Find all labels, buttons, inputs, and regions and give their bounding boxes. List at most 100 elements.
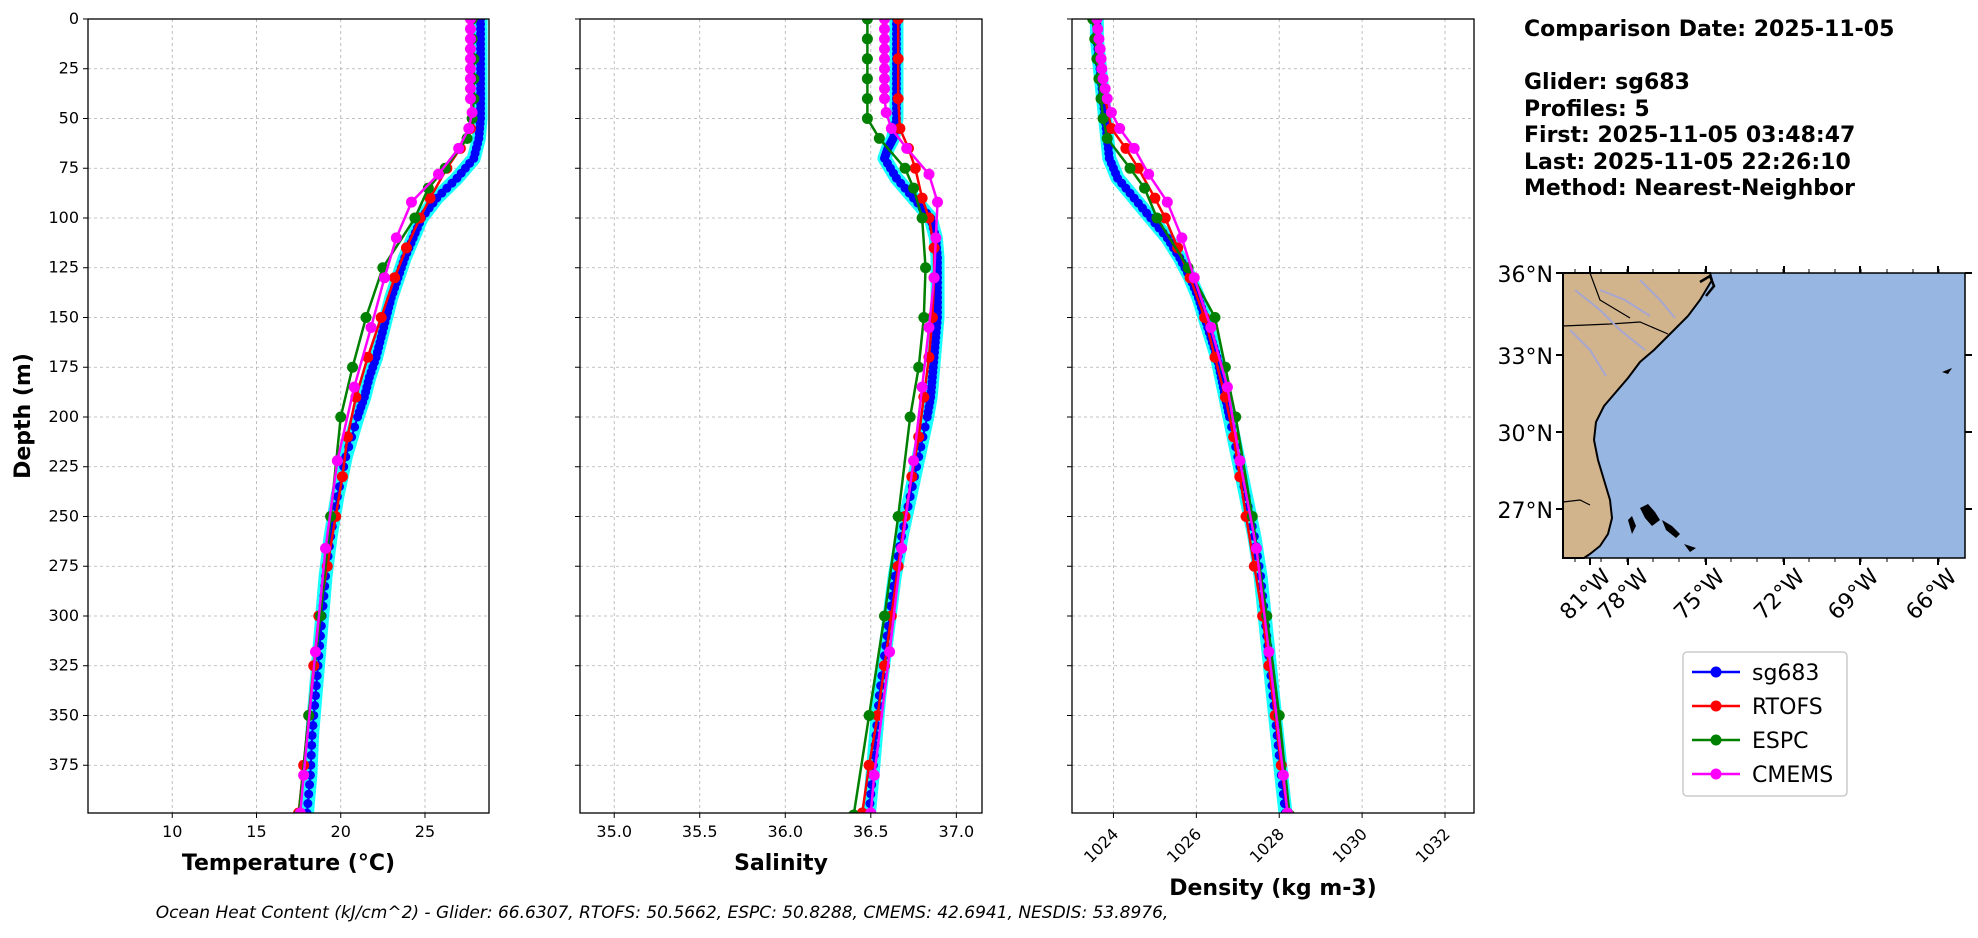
series-point-CMEMS: [390, 232, 402, 244]
series-point-ESPC: [1151, 212, 1163, 224]
panel-data: [1087, 19, 1295, 813]
series-point-RTOFS: [375, 311, 387, 323]
series-point-sg683: [920, 422, 930, 432]
map-state-border-1: [1562, 321, 1669, 335]
series-point-CMEMS: [1128, 142, 1140, 154]
x-axis-label: Salinity: [734, 851, 828, 876]
series-point-CMEMS: [868, 769, 880, 781]
x-tick-label: 1028: [1246, 824, 1288, 866]
series-point-CMEMS: [464, 53, 476, 65]
series-point-ESPC: [892, 510, 904, 522]
series-point-RTOFS: [909, 162, 921, 174]
map-lat-label: 30°N: [1498, 422, 1553, 447]
series-point-CMEMS: [464, 83, 476, 95]
x-tick-label: 15: [246, 822, 266, 841]
series-point-ESPC: [861, 19, 873, 25]
series-point-sg683: [922, 412, 932, 422]
y-tick-label: 150: [48, 307, 79, 326]
series-point-sg683: [305, 780, 315, 790]
series-line-RTOFS: [1095, 19, 1289, 813]
y-tick-label: 325: [48, 656, 79, 675]
series-point-CMEMS: [365, 321, 377, 333]
legend-marker: [1710, 666, 1722, 678]
series-point-CMEMS: [379, 272, 391, 284]
y-tick-label: 0: [69, 9, 79, 28]
series-point-CMEMS: [1277, 769, 1289, 781]
series-point-CMEMS: [923, 321, 935, 333]
series-point-sg683: [308, 720, 318, 730]
series-point-ESPC: [861, 73, 873, 85]
series-point-ESPC: [1209, 311, 1221, 323]
y-tick-label: 300: [48, 606, 79, 625]
series-point-CMEMS: [878, 53, 890, 65]
glider-name: Glider: sg683: [1524, 70, 1690, 95]
profile-count: Profiles: 5: [1524, 97, 1650, 122]
series-point-CMEMS: [1176, 232, 1188, 244]
x-tick-label: 36.0: [767, 822, 803, 841]
legend: sg683 RTOFS ESPC CMEMS: [1682, 651, 1848, 797]
series-point-sg683: [304, 789, 314, 799]
series-point-RTOFS: [928, 242, 940, 254]
legend-label: CMEMS: [1752, 763, 1833, 788]
series-point-ESPC: [920, 262, 932, 274]
map-carolina-capes: [1699, 274, 1716, 297]
series-point-CMEMS: [878, 83, 890, 95]
series-point-CMEMS: [1095, 53, 1107, 65]
glider-envelope: [300, 19, 488, 813]
series-point-CMEMS: [320, 542, 332, 554]
series-point-CMEMS: [1097, 73, 1109, 85]
series-point-RTOFS: [1132, 162, 1144, 174]
x-tick-label: 35.0: [596, 822, 632, 841]
series-point-CMEMS: [1096, 63, 1108, 75]
series-point-CMEMS: [1094, 43, 1106, 55]
series-point-CMEMS: [865, 807, 877, 813]
series-point-CMEMS: [464, 63, 476, 75]
map-lat-label: 33°N: [1498, 345, 1553, 370]
axes-frame: [1071, 18, 1475, 814]
axes-frame: [87, 18, 490, 814]
series-point-CMEMS: [901, 142, 913, 154]
series-point-sg683: [310, 691, 320, 701]
series-point-sg683: [310, 701, 320, 711]
series-point-ESPC: [878, 610, 890, 622]
method: Method: Nearest-Neighbor: [1524, 176, 1855, 201]
series-point-ESPC: [861, 112, 873, 124]
y-tick-label: 375: [48, 755, 79, 774]
series-line-RTOFS: [297, 19, 474, 813]
map-frame: [1562, 272, 1966, 559]
map-state-border-3: [1562, 499, 1591, 506]
panel-data: [293, 19, 488, 813]
series-point-ESPC: [409, 212, 421, 224]
y-tick-label: 50: [59, 108, 79, 127]
map-river-1: [1574, 289, 1646, 351]
series-point-CMEMS: [884, 646, 896, 658]
series-point-sg683: [353, 412, 363, 422]
series-point-CMEMS: [916, 381, 928, 393]
series-point-ESPC: [861, 93, 873, 105]
series-point-CMEMS: [464, 19, 476, 25]
series-point-sg683: [303, 799, 313, 809]
map-lon-label: 75°W: [1670, 564, 1731, 625]
y-tick-label: 75: [59, 158, 79, 177]
series-point-CMEMS: [1161, 196, 1173, 208]
axes-frame: [579, 18, 983, 814]
series-point-RTOFS: [1120, 142, 1132, 154]
series-line-RTOFS: [861, 19, 936, 813]
map-bahamas-4: [1684, 544, 1696, 552]
series-point-ESPC: [347, 361, 359, 373]
series-point-CMEMS: [878, 93, 890, 105]
series-point-ESPC: [861, 33, 873, 45]
map-river-4: [1599, 289, 1651, 317]
legend-marker: [1710, 768, 1722, 780]
x-tick-label: 25: [415, 822, 435, 841]
series-point-ESPC: [1139, 182, 1151, 194]
legend-box: [1682, 651, 1848, 797]
series-point-CMEMS: [1101, 93, 1113, 105]
series-point-CMEMS: [1091, 19, 1103, 25]
panel-2: 35.0 35.5 36.0 36.5 37.0 Salinity: [575, 18, 983, 876]
series-point-ESPC: [916, 212, 928, 224]
series-point-CMEMS: [464, 23, 476, 35]
series-point-CMEMS: [298, 769, 310, 781]
series-point-sg683: [306, 750, 316, 760]
